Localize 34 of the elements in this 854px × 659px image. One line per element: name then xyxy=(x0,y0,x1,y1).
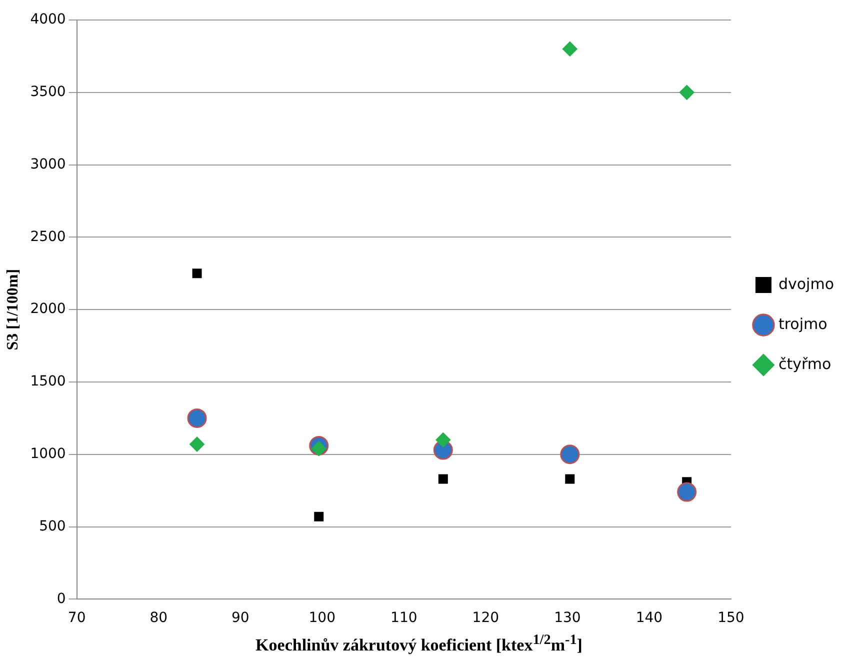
y-tick-label: 3000 xyxy=(30,156,66,172)
point xyxy=(677,482,697,502)
point xyxy=(565,474,575,484)
point xyxy=(190,436,205,452)
x-tick-label: 130 xyxy=(554,610,581,626)
x-tick-label: 140 xyxy=(636,610,663,626)
point xyxy=(187,408,207,428)
x-tick-label: 90 xyxy=(231,610,250,626)
point xyxy=(192,268,202,278)
y-tick-label: 0 xyxy=(56,590,66,607)
y-tick-label: 1000 xyxy=(30,446,66,462)
y-axis-title: S3 [1/100m] xyxy=(4,268,22,350)
point xyxy=(560,444,580,464)
legend-label: trojmo xyxy=(778,314,828,333)
legend-label: dvojmo xyxy=(778,274,834,293)
x-tick-label: 150 xyxy=(718,610,744,626)
y-tick-label: 3500 xyxy=(30,84,66,100)
y-tick-label: 4000 xyxy=(30,12,66,28)
point xyxy=(438,474,448,484)
x-tick-label: 100 xyxy=(308,610,336,626)
point xyxy=(562,41,578,56)
y-tick-label: 500 xyxy=(39,518,66,534)
x-tick-label: 120 xyxy=(472,610,500,626)
x-tick-label: 70 xyxy=(68,610,86,626)
x-tick-label: 110 xyxy=(390,610,418,626)
legend-label: čtyřmo xyxy=(778,354,832,373)
y-tick-label: 2000 xyxy=(30,301,66,318)
x-tick-label: 80 xyxy=(150,610,168,626)
point xyxy=(679,84,694,100)
y-tick-label: 2500 xyxy=(30,228,66,245)
x-axis-title: Koechlinův zákrutový koeficient [ktex$^{1/2}$m$^{-1}$] xyxy=(254,632,584,656)
point xyxy=(436,432,451,448)
y-tick-label: 1500 xyxy=(30,374,66,390)
point xyxy=(314,512,324,522)
